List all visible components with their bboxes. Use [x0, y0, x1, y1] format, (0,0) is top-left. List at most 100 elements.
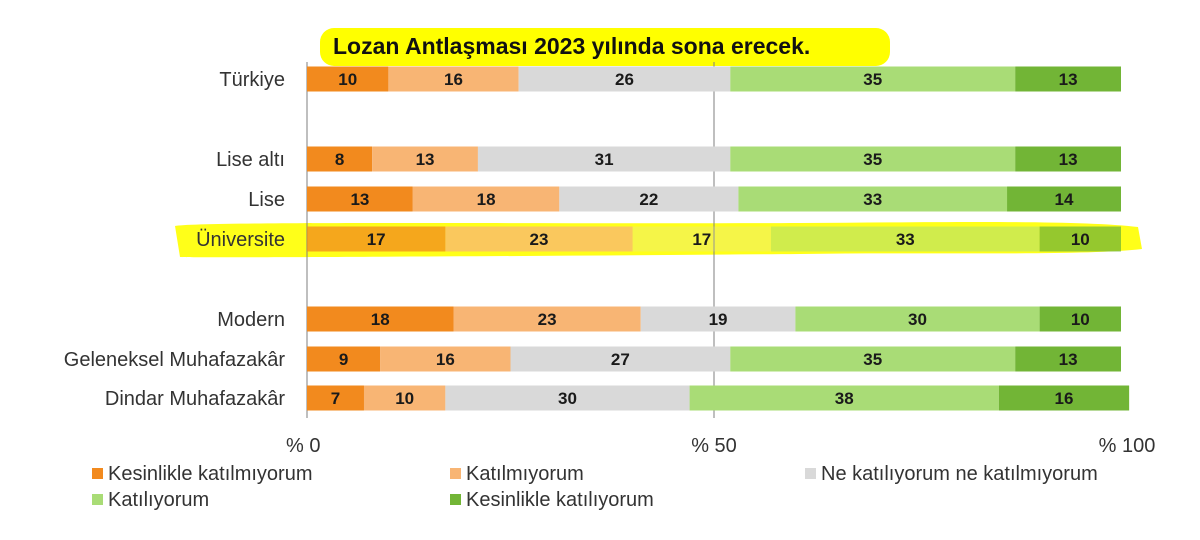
bar-segment-universite-kesinlikle-katiliyorum: [1039, 226, 1121, 252]
bar-segment-universite-ne-katiliyorum-ne-katilmiyorum: [632, 226, 771, 252]
data-label-lise-alti-katiliyorum: 35: [863, 150, 882, 169]
category-label-turkiye: Türkiye: [219, 69, 285, 91]
bars: 10 16 26 35 13 8 13 31 35 13 13 18 22 33 14 17 23 17 33 10 1…: [307, 66, 1130, 411]
x-axis: % 0 % 50 % 100: [286, 435, 1155, 457]
legend-swatch-kesinlikle-katilmiyorum: [92, 468, 103, 479]
data-label-lise-ne-katiliyorum-ne-katilmiyorum: 22: [639, 190, 658, 209]
bar-segment-turkiye-ne-katiliyorum-ne-katilmiyorum: [518, 66, 731, 92]
data-label-universite-katiliyorum: 33: [896, 230, 915, 249]
bar-segment-turkiye-kesinlikle-katiliyorum: [1015, 66, 1121, 92]
bar-segment-lise-ne-katiliyorum-ne-katilmiyorum: [559, 186, 739, 212]
legend-label-katiliyorum: Katılıyorum: [108, 489, 209, 511]
data-label-geleneksel-muhafazakar-kesinlikle-katilmiyorum: 9: [339, 350, 348, 369]
x-tick-label-0: % 0: [286, 435, 320, 457]
category-label-modern: Modern: [217, 309, 285, 331]
data-label-lise-katiliyorum: 33: [863, 190, 882, 209]
bar-segment-geleneksel-muhafazakar-ne-katiliyorum-ne-katilmiyorum: [510, 346, 731, 372]
data-label-dindar-muhafazakar-kesinlikle-katiliyorum: 16: [1055, 389, 1074, 408]
bar-segment-lise-alti-kesinlikle-katilmiyorum: [307, 146, 373, 172]
highlight-layer: [175, 28, 1142, 258]
data-label-modern-kesinlikle-katiliyorum: 10: [1071, 310, 1090, 329]
data-label-universite-ne-katiliyorum-ne-katilmiyorum: 17: [692, 230, 711, 249]
data-label-lise-alti-kesinlikle-katilmiyorum: 8: [335, 150, 344, 169]
data-label-dindar-muhafazakar-kesinlikle-katilmiyorum: 7: [331, 389, 340, 408]
legend-label-katilmiyorum: Katılmıyorum: [466, 463, 584, 485]
category-label-universite: Üniversite: [196, 229, 285, 251]
bar-segment-modern-kesinlikle-katilmiyorum: [307, 306, 454, 332]
data-label-modern-katilmiyorum: 23: [538, 310, 557, 329]
data-label-turkiye-ne-katiliyorum-ne-katilmiyorum: 26: [615, 70, 634, 89]
data-label-turkiye-katilmiyorum: 16: [444, 70, 463, 89]
data-label-dindar-muhafazakar-katilmiyorum: 10: [395, 389, 414, 408]
bar-segment-geleneksel-muhafazakar-kesinlikle-katiliyorum: [1015, 346, 1121, 372]
bar-segment-lise-alti-ne-katiliyorum-ne-katilmiyorum: [477, 146, 731, 172]
data-label-turkiye-kesinlikle-katilmiyorum: 10: [338, 70, 357, 89]
title-highlight-mark: [320, 28, 890, 66]
data-label-modern-kesinlikle-katilmiyorum: 18: [371, 310, 390, 329]
chart-title: Lozan Antlaşması 2023 yılında sona erece…: [333, 33, 810, 59]
bar-segment-turkiye-katiliyorum: [730, 66, 1016, 92]
legend-swatch-katilmiyorum: [450, 468, 461, 479]
bar-segment-modern-katiliyorum: [795, 306, 1040, 332]
bar-segment-modern-katilmiyorum: [453, 306, 641, 332]
bar-segment-lise-katiliyorum: [738, 186, 1008, 212]
bar-segment-dindar-muhafazakar-ne-katiliyorum-ne-katilmiyorum: [445, 385, 690, 411]
data-label-lise-alti-ne-katiliyorum-ne-katilmiyorum: 31: [595, 150, 614, 169]
data-label-modern-katiliyorum: 30: [908, 310, 927, 329]
bar-segment-universite-katilmiyorum: [445, 226, 633, 252]
title-group: Lozan Antlaşması 2023 yılında sona erece…: [333, 33, 810, 59]
data-label-universite-katilmiyorum: 23: [530, 230, 549, 249]
data-label-lise-kesinlikle-katilmiyorum: 13: [350, 190, 369, 209]
bar-segment-geleneksel-muhafazakar-katilmiyorum: [380, 346, 511, 372]
bar-segment-dindar-muhafazakar-katiliyorum: [689, 385, 999, 411]
bar-segment-lise-alti-katiliyorum: [730, 146, 1016, 172]
data-label-universite-kesinlikle-katiliyorum: 10: [1071, 230, 1090, 249]
bar-segment-geleneksel-muhafazakar-kesinlikle-katilmiyorum: [307, 346, 381, 372]
bar-segment-modern-kesinlikle-katiliyorum: [1039, 306, 1121, 332]
bar-segment-turkiye-katilmiyorum: [388, 66, 519, 92]
bar-segment-lise-alti-katilmiyorum: [372, 146, 478, 172]
legend-label-kesinlikle-katilmiyorum: Kesinlikle katılmıyorum: [108, 463, 313, 485]
legend-label-ne-katiliyorum-ne-katilmiyorum: Ne katılıyorum ne katılmıyorum: [821, 463, 1098, 485]
data-label-dindar-muhafazakar-ne-katiliyorum-ne-katilmiyorum: 30: [558, 389, 577, 408]
bar-segment-modern-ne-katiliyorum-ne-katilmiyorum: [640, 306, 796, 332]
legend-swatch-ne-katiliyorum-ne-katilmiyorum: [805, 468, 816, 479]
category-label-lise-alti: Lise altı: [216, 149, 285, 171]
data-label-dindar-muhafazakar-katiliyorum: 38: [835, 389, 854, 408]
x-tick-label-50: % 50: [691, 435, 737, 457]
data-label-turkiye-kesinlikle-katiliyorum: 13: [1059, 70, 1078, 89]
bar-segment-lise-alti-kesinlikle-katiliyorum: [1015, 146, 1121, 172]
data-label-geleneksel-muhafazakar-ne-katiliyorum-ne-katilmiyorum: 27: [611, 350, 630, 369]
data-label-lise-kesinlikle-katiliyorum: 14: [1055, 190, 1074, 209]
bar-segment-lise-kesinlikle-katilmiyorum: [307, 186, 413, 212]
bar-segment-dindar-muhafazakar-kesinlikle-katilmiyorum: [307, 385, 364, 411]
data-label-turkiye-katiliyorum: 35: [863, 70, 882, 89]
data-label-geleneksel-muhafazakar-katilmiyorum: 16: [436, 350, 455, 369]
bar-segment-dindar-muhafazakar-katilmiyorum: [363, 385, 446, 411]
legend-swatch-kesinlikle-katiliyorum: [450, 494, 461, 505]
category-label-geleneksel-muhafazakar: Geleneksel Muhafazakâr: [64, 349, 286, 371]
x-tick-label-100: % 100: [1099, 435, 1156, 457]
bar-segment-geleneksel-muhafazakar-katiliyorum: [730, 346, 1016, 372]
data-label-geleneksel-muhafazakar-katiliyorum: 35: [863, 350, 882, 369]
bar-segment-universite-katiliyorum: [770, 226, 1040, 252]
legend-swatch-katiliyorum: [92, 494, 103, 505]
data-label-universite-kesinlikle-katilmiyorum: 17: [367, 230, 386, 249]
bar-segment-turkiye-kesinlikle-katilmiyorum: [307, 66, 389, 92]
data-label-geleneksel-muhafazakar-kesinlikle-katiliyorum: 13: [1059, 350, 1078, 369]
data-label-lise-katilmiyorum: 18: [477, 190, 496, 209]
bar-segment-universite-kesinlikle-katilmiyorum: [307, 226, 446, 252]
data-label-lise-alti-katilmiyorum: 13: [416, 150, 435, 169]
category-label-lise: Lise: [248, 189, 285, 211]
data-label-modern-ne-katiliyorum-ne-katilmiyorum: 19: [709, 310, 728, 329]
category-labels: Türkiye Lise altı Lise Üniversite Modern Gele…: [64, 69, 286, 410]
bar-segment-lise-katilmiyorum: [412, 186, 560, 212]
legend-label-kesinlikle-katiliyorum: Kesinlikle katılıyorum: [466, 489, 654, 511]
category-label-dindar-muhafazakar: Dindar Muhafazakâr: [105, 388, 285, 410]
data-label-lise-alti-kesinlikle-katiliyorum: 13: [1059, 150, 1078, 169]
legend: Kesinlikle katılmıyorum Katılmıyorum Ne ka…: [92, 463, 1098, 511]
bar-segment-lise-kesinlikle-katiliyorum: [1007, 186, 1121, 212]
bar-segment-dindar-muhafazakar-kesinlikle-katiliyorum: [998, 385, 1130, 411]
